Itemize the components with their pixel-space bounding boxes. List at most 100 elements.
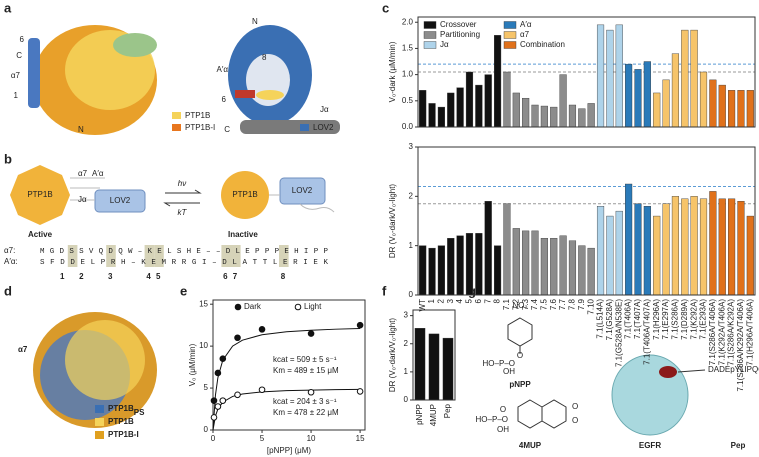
data-point [356,388,364,395]
bar [578,108,586,128]
y-tick-label: 3 [409,142,414,151]
bar [690,196,698,296]
bar [559,235,567,296]
legend-label: Partitioning [440,30,480,39]
bar [625,183,633,296]
bar [643,205,651,296]
bar [550,106,558,128]
bar [419,90,427,128]
data-point [307,330,315,337]
legend-swatch [423,21,437,29]
bar [578,245,586,296]
structure-label: α7 [11,71,21,80]
x-tick-label: 4 [455,298,464,303]
fmn [256,90,284,100]
position-number: 5 [156,272,161,281]
panel-label: d [4,283,12,298]
state-label: Inactive [228,230,258,239]
bar [531,230,539,296]
bar [503,203,511,296]
y-tick-label: 0.0 [402,122,414,131]
helix-label: A′α [92,169,104,178]
x-tick-label: 10 [307,434,316,443]
lov2-shape [94,189,146,213]
bar [465,71,474,128]
y-tick-label: 1 [404,367,409,376]
bar [587,103,595,128]
x-tick-label: 7.3 [521,298,530,310]
bar [475,84,483,128]
bar [728,198,736,296]
bar [465,233,474,296]
egfr-structure [611,354,689,436]
peptide-site [659,366,677,378]
x-tick-label: 7.1(S286A/K292A/T406A) [736,299,745,392]
bar [728,90,736,128]
atom-label: O [500,405,506,414]
x-tick-label: 7.1 [502,298,511,310]
structure-label: 8 [262,53,267,62]
data-point [214,369,222,377]
y-tick-label: 0 [204,425,209,434]
conserved-highlight [67,245,78,267]
structure-label: N [252,17,258,26]
structure-label: C [16,51,22,60]
legend-label: PTP1B [108,404,134,413]
bar [709,191,717,296]
conserved-highlight [231,245,241,267]
bar [596,205,605,296]
bar [428,103,436,128]
x-tick-label: 4MUP [429,404,438,426]
domain-label: LOV2 [110,196,131,205]
plot-frame [212,299,366,431]
bar [456,87,464,128]
bar [437,245,445,296]
data-point [219,397,227,404]
conserved-highlight [144,245,155,267]
legend-swatch [503,21,517,29]
x-tick-label: 0 [211,434,216,443]
bar [737,90,745,128]
conserved-highlight [221,245,231,267]
annotation: Km = 478 ± 22 μM [273,408,339,417]
y-tick-label: 5 [204,383,209,392]
protein-label: PTP1B [27,190,52,199]
data-point [210,397,218,404]
y-tick-label: 0.5 [402,96,414,105]
legend-label: Combination [520,40,565,49]
bar [414,328,426,401]
data-point [219,355,227,363]
y-tick-label: 2.0 [402,17,414,26]
bar [522,97,530,128]
panel-label: a [4,0,12,15]
x-tick-label: 7.1(H296A/T406A) [745,299,754,366]
bar [596,24,605,128]
bar [428,247,436,296]
fit-curve [212,388,361,431]
bar [503,71,511,128]
coumarin-ring [541,399,567,429]
x-tick-label: 7.1(G528A/N538E) [614,299,623,367]
plot-frame [417,146,756,296]
y-tick-label: 15 [199,299,208,308]
x-tick-label: 7.1(K292A/T406A) [717,299,726,366]
bar [671,53,680,128]
bar [475,233,483,296]
bar [484,74,492,128]
bar [690,29,698,128]
legend-marker [234,303,242,311]
x-tick-label: 1 [427,298,436,303]
bar [653,92,661,128]
x-tick-label: 7.4 [530,298,539,310]
y-tick-label: 1 [409,241,414,250]
x-tick-label: WT [418,299,427,312]
ptp1b-shape [10,165,70,225]
coumarin-ring [517,399,543,429]
x-tick-label: 7.1(G528A) [605,299,614,341]
x-tick-label: 7.1(T406A/T407A) [642,299,651,365]
legend-label: PTP1B [185,111,210,120]
structure-label: C [224,125,230,134]
bar [718,84,726,128]
panel-label: b [4,151,12,166]
legend-label: Dark [244,302,262,311]
